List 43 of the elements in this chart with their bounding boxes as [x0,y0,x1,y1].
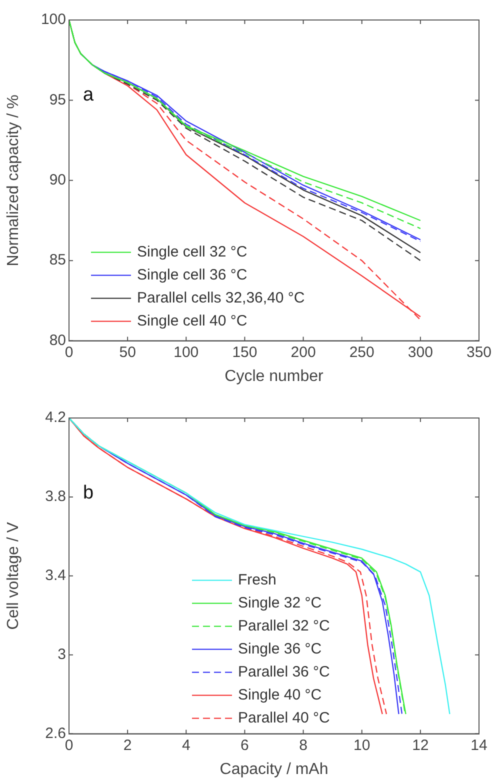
x-tick-label: 100 [174,344,199,361]
annotation: b [83,482,94,504]
legend-label: Single cell 36 °C [137,266,248,284]
y-tick-label: 85 [49,252,66,269]
annotation: a [83,84,94,106]
x-tick-label: 150 [232,344,258,361]
x-tick-label: 350 [466,344,492,361]
y-tick-label: 3.8 [45,488,66,506]
x-axis-title: Capacity / mAh [220,760,328,778]
legend-label: Parallel 40 °C [238,709,330,726]
x-axis-title: Cycle number [224,368,324,385]
y-tick-label: 3.4 [45,567,66,584]
x-tick-label: 12 [412,736,429,754]
legend-label: Single cell 32 °C [137,243,248,260]
legend-label: Single 32 °C [238,594,322,612]
legend-label: Single 40 °C [238,686,322,704]
legend-label: Parallel cells 32,36,40 °C [137,289,305,306]
x-tick-label: 200 [290,344,316,361]
y-tick-label: 90 [49,172,66,189]
x-tick-label: 6 [240,736,249,754]
legend-label: Parallel 32 °C [238,617,330,634]
y-tick-label: 2.6 [45,724,66,742]
x-tick-label: 250 [349,344,374,361]
x-tick-label: 4 [182,736,190,754]
y-tick-label: 4.2 [45,409,66,426]
y-tick-label: 80 [49,332,66,349]
x-tick-label: 8 [299,736,308,754]
y-tick-label: 3 [58,646,66,663]
legend-label: Parallel 36 °C [238,663,330,680]
y-tick-label: 95 [49,91,66,108]
x-tick-label: 50 [119,344,136,361]
x-tick-label: 0 [64,344,74,361]
legend-label: Single 36 °C [238,640,322,658]
legend-label: Single cell 40 °C [137,312,248,330]
x-tick-label: 300 [408,344,433,361]
y-axis-title: Cell voltage / V [5,522,22,630]
y-axis-title: Normalized capacity / % [5,94,22,266]
legend-label: Fresh [238,571,276,588]
y-tick-label: 100 [40,11,66,28]
x-tick-label: 14 [470,736,488,754]
x-tick-label: 0 [64,736,74,754]
x-tick-label: 2 [123,736,132,754]
x-tick-label: 10 [354,736,370,754]
